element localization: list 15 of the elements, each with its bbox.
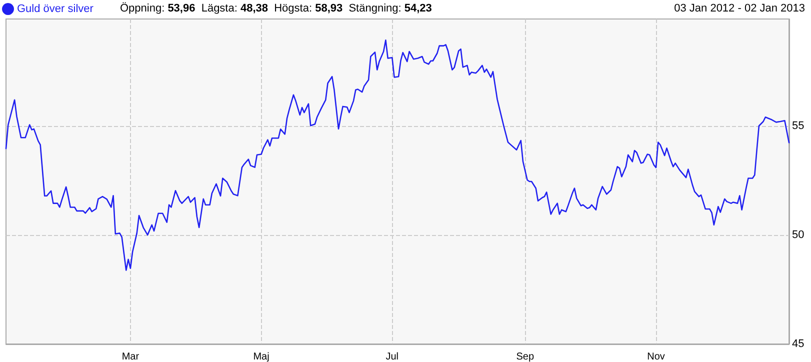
y-tick-label: 50 bbox=[792, 228, 804, 241]
text: Högsta: 58,93 bbox=[274, 2, 343, 14]
x-tick-label: Sep bbox=[516, 352, 534, 362]
legend-label: Guld över silver bbox=[17, 3, 94, 15]
line-series bbox=[5, 40, 790, 271]
y-tick-label: 55 bbox=[792, 120, 804, 132]
text: Stängning: 54,23 bbox=[348, 2, 432, 14]
text: 03 Jan 2012 - 02 Jan 2013 bbox=[674, 2, 806, 14]
y-tick-label: 45 bbox=[792, 338, 804, 350]
x-tick-label: Jul bbox=[386, 352, 399, 362]
x-tick-label: Mar bbox=[122, 352, 140, 362]
text: Öppning: 53,96 bbox=[120, 2, 196, 14]
text: Lägsta: 48,38 bbox=[201, 2, 268, 14]
x-tick-label: Nov bbox=[647, 352, 665, 362]
x-tick-label: Maj bbox=[253, 352, 270, 362]
